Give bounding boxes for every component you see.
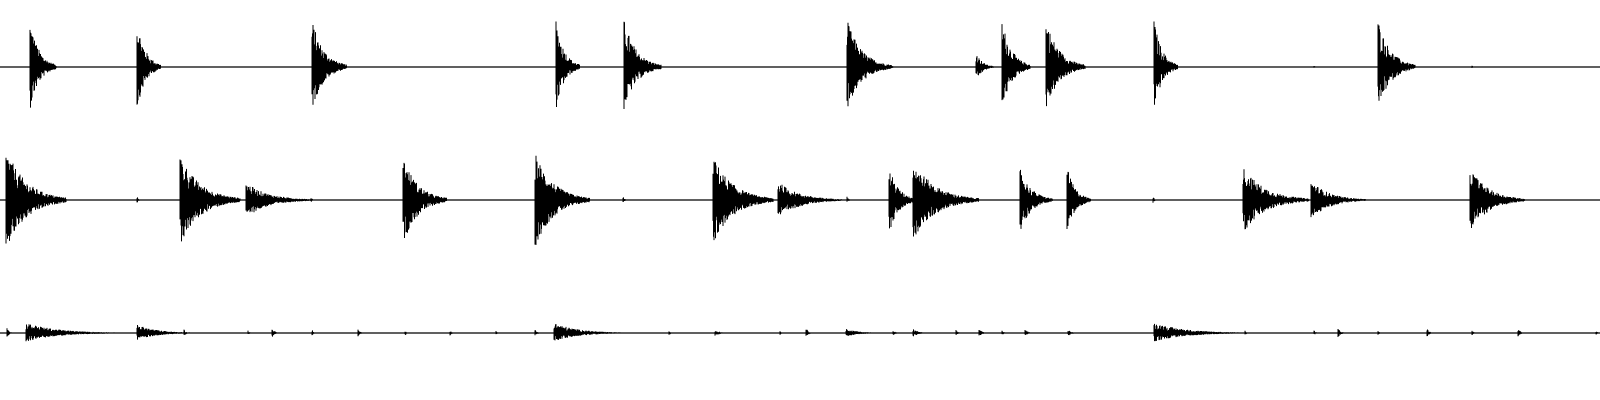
transient-3-33 [1517, 330, 1524, 337]
transient-2-14 [1019, 169, 1053, 229]
waveform-tracks [0, 21, 1600, 342]
transient-3-26 [1153, 323, 1248, 342]
transient-2-3 [179, 159, 241, 242]
transient-1-4 [555, 21, 580, 107]
transient-2-17 [1242, 169, 1309, 230]
transient-3-15 [714, 331, 728, 336]
transient-1-3 [311, 25, 347, 105]
transient-3-27 [1244, 330, 1249, 335]
transient-1-13 [1377, 24, 1416, 101]
transient-2-13 [912, 170, 979, 237]
transient-3-8 [357, 329, 363, 337]
transient-3-13 [553, 324, 626, 341]
transient-3-12 [534, 330, 540, 336]
transient-1-14 [1471, 65, 1474, 68]
waveform-track-3 [0, 323, 1600, 342]
transient-1-6 [846, 22, 891, 107]
transient-3-29 [1337, 329, 1345, 337]
transient-2-19 [1469, 174, 1525, 228]
transient-3-2 [25, 324, 120, 342]
waveform-track-2 [0, 155, 1600, 245]
transient-2-6 [402, 162, 447, 238]
transient-3-24 [1024, 330, 1034, 335]
transient-1-11 [1153, 21, 1178, 105]
transient-3-16 [779, 331, 784, 335]
transient-3-4 [183, 329, 189, 335]
transient-3-21 [955, 330, 961, 335]
transient-3-28 [1313, 330, 1319, 335]
transient-3-14 [668, 331, 673, 335]
transient-2-4 [245, 185, 312, 213]
transient-2-5 [310, 198, 315, 202]
waveform-track-1 [0, 21, 1600, 109]
transient-1-8 [975, 56, 994, 76]
transient-2-1 [5, 157, 67, 244]
transient-3-32 [1471, 330, 1477, 335]
transient-3-6 [271, 329, 279, 337]
transient-1-2 [136, 36, 161, 105]
transient-2-8 [622, 197, 627, 202]
transient-3-11 [495, 331, 498, 335]
transient-3-10 [449, 331, 454, 336]
transient-3-30 [1377, 331, 1382, 335]
transient-3-5 [247, 330, 252, 334]
transient-1-10 [1045, 29, 1086, 107]
transient-2-7 [534, 155, 590, 245]
transient-1-12 [1313, 66, 1316, 68]
transient-3-7 [311, 330, 316, 336]
transient-3-31 [1426, 329, 1433, 337]
transient-3-18 [845, 329, 885, 336]
transient-2-10 [777, 184, 842, 215]
transient-3-23 [1001, 330, 1007, 335]
transient-3-22 [978, 330, 988, 336]
transient-3-25 [1067, 330, 1077, 336]
transient-3-1 [6, 328, 12, 337]
transient-3-34 [1595, 331, 1600, 335]
transient-3-17 [805, 329, 813, 336]
transient-3-20 [912, 329, 929, 337]
transient-2-16 [1152, 197, 1157, 203]
transient-1-5 [623, 21, 662, 109]
transient-2-11 [846, 196, 851, 202]
transient-3-19 [892, 331, 900, 335]
transient-2-15 [1066, 171, 1091, 229]
transient-1-1 [29, 29, 57, 108]
transient-2-2 [136, 197, 141, 203]
transient-3-9 [404, 331, 409, 335]
transient-2-9 [712, 161, 774, 241]
transient-1-9 [1001, 24, 1031, 101]
transient-1-7 [890, 65, 895, 69]
transient-2-18 [1310, 184, 1366, 218]
